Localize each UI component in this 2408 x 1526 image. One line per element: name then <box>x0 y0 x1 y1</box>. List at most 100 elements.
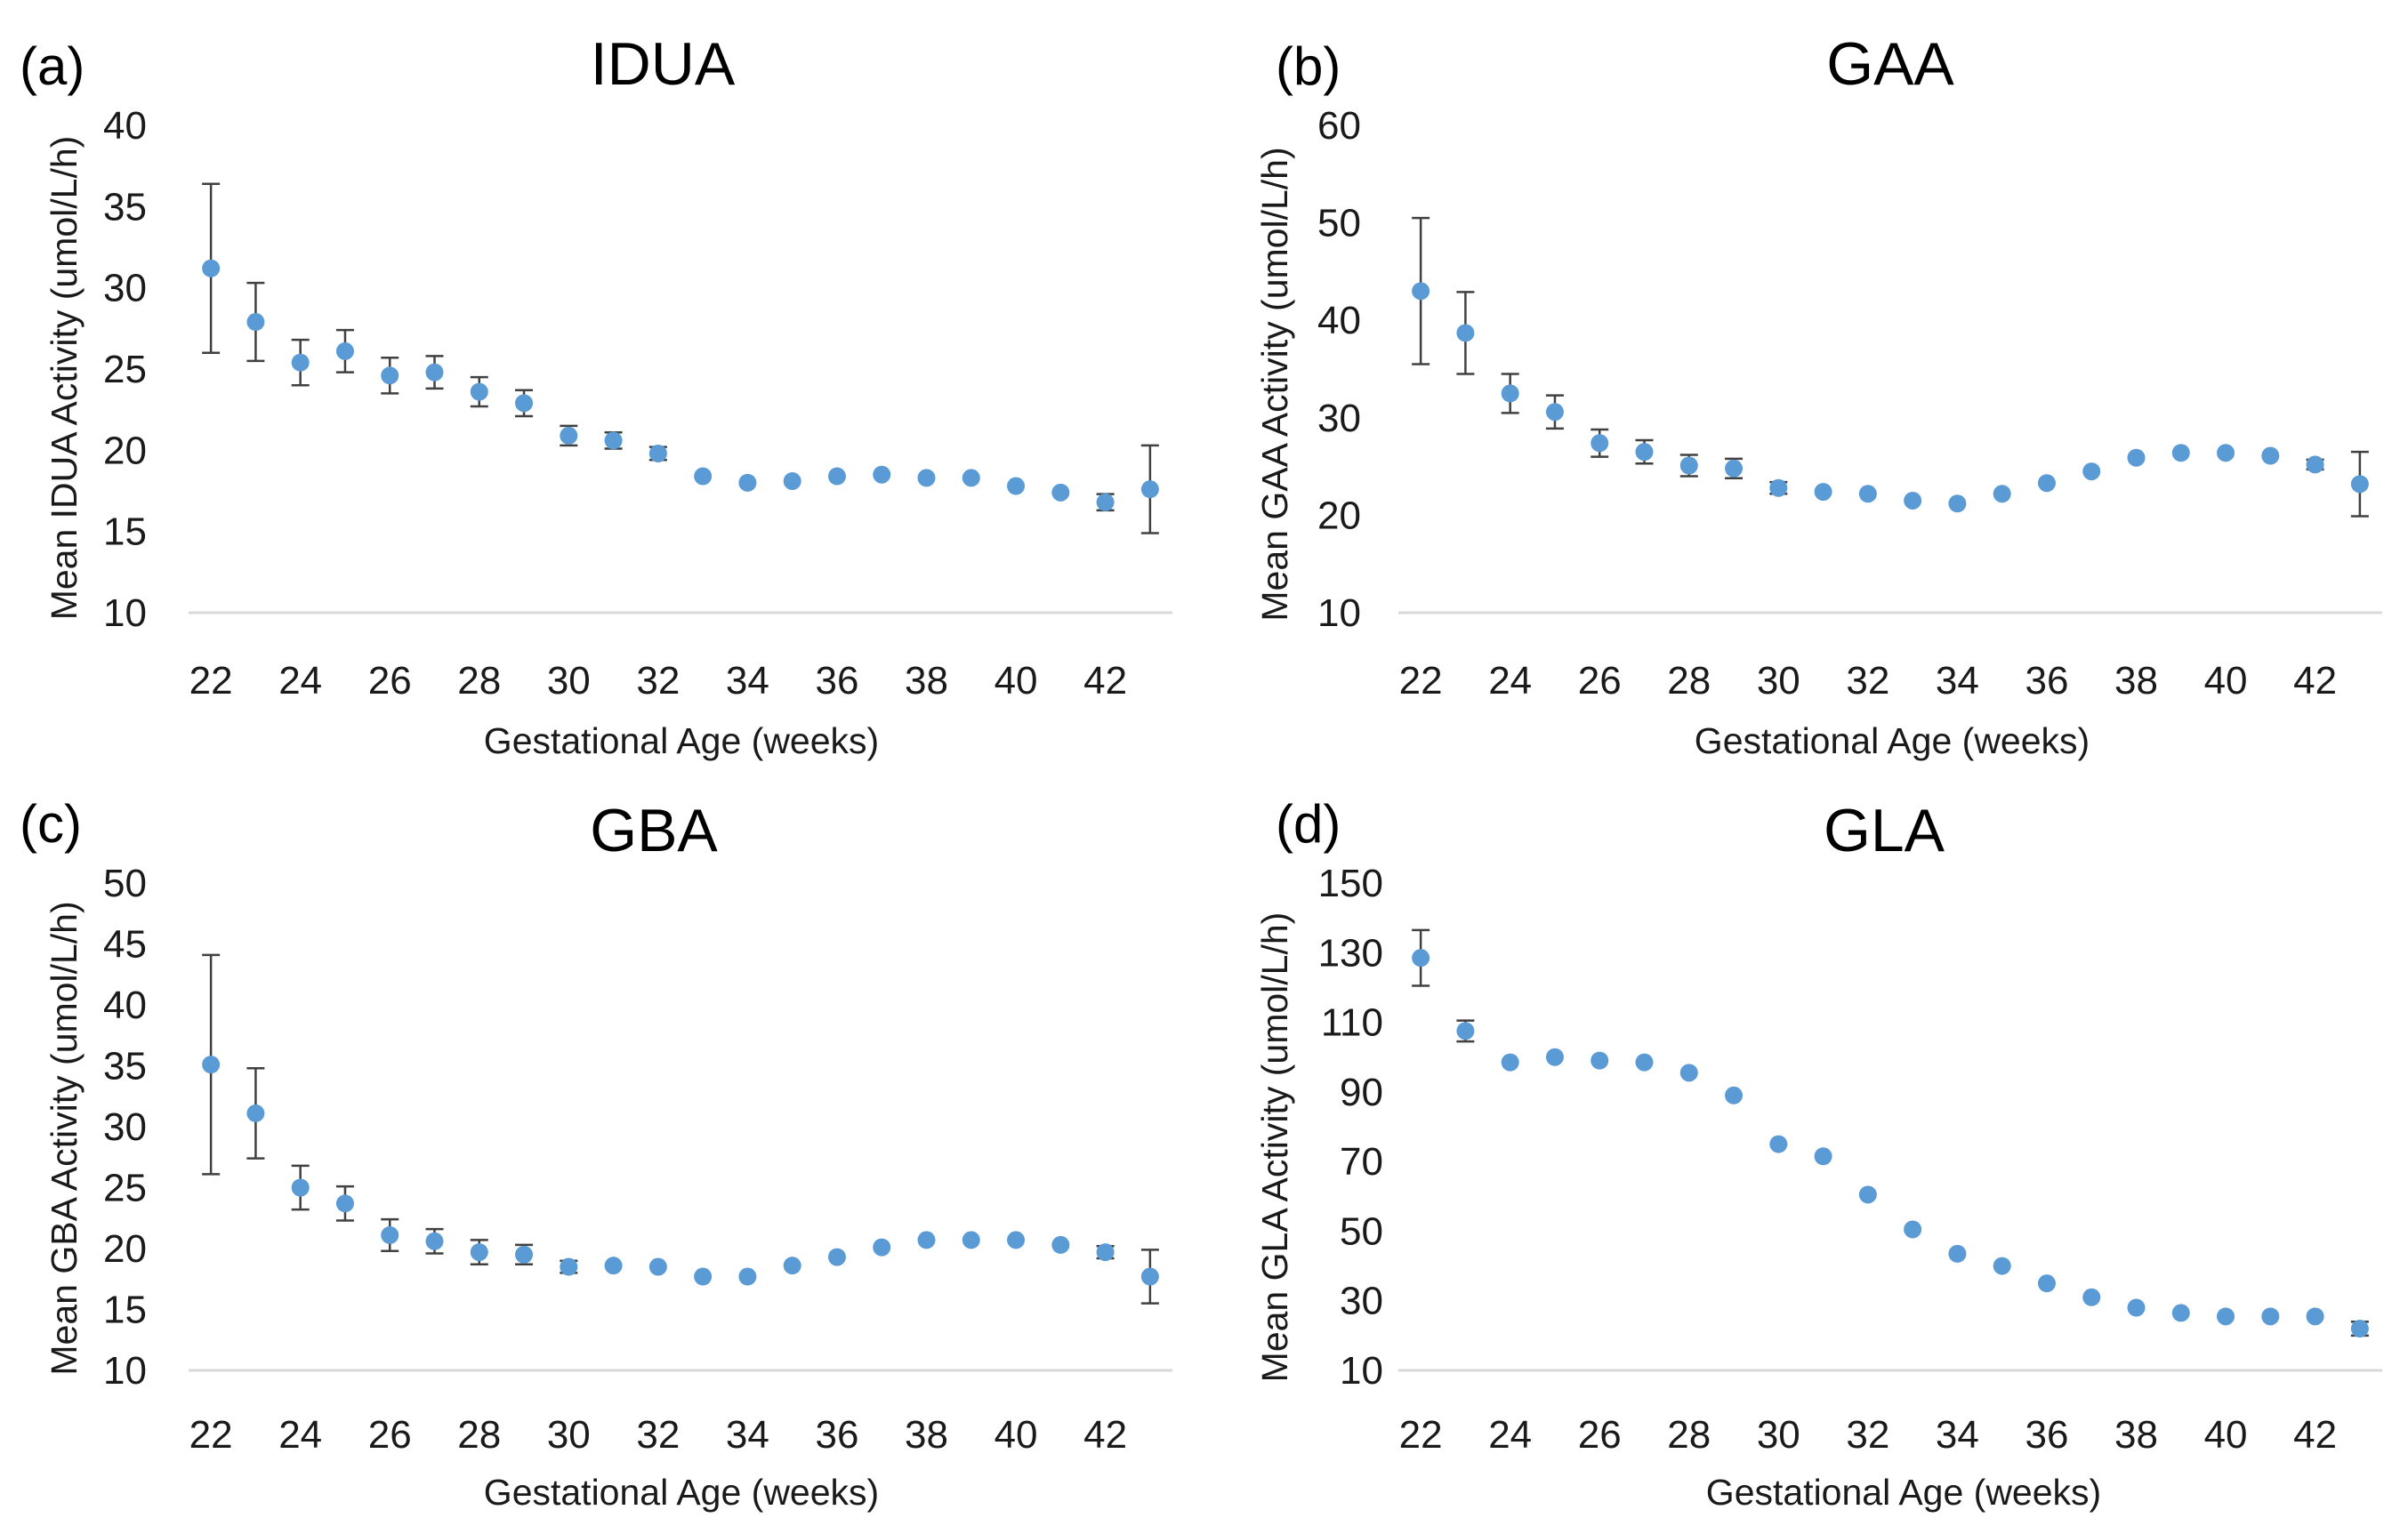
y-tick-label: 50 <box>1317 202 1361 245</box>
x-tick-label: 32 <box>636 1413 680 1457</box>
data-point <box>827 1248 846 1266</box>
data-point <box>1545 403 1564 422</box>
y-tick-label: 10 <box>103 591 147 635</box>
data-point <box>873 1238 891 1257</box>
y-tick-label: 110 <box>1321 1001 1383 1045</box>
data-point <box>291 353 310 372</box>
data-point <box>2350 1320 2369 1338</box>
y-tick-label: 20 <box>103 1227 147 1271</box>
y-tick-label: 20 <box>103 429 147 472</box>
panel-title: GAA <box>1826 30 1954 98</box>
data-point <box>1501 384 1519 403</box>
data-point <box>783 1257 801 1275</box>
data-point <box>335 341 354 360</box>
x-tick-label: 40 <box>2204 1413 2248 1457</box>
y-tick-label: 50 <box>1340 1209 1383 1253</box>
data-point <box>604 431 623 450</box>
data-point <box>1591 1051 1609 1070</box>
data-point <box>2037 1274 2056 1293</box>
x-tick-label: 30 <box>547 659 591 703</box>
panel-gba: (c) GBA Gestational Age (weeks) Mean GBA… <box>20 794 1172 1513</box>
data-point <box>694 467 713 486</box>
y-tick-label: 15 <box>103 1289 147 1332</box>
data-point <box>783 472 801 491</box>
x-tick-label: 22 <box>189 1413 233 1457</box>
x-tick-label: 34 <box>726 1413 769 1457</box>
y-tick-label: 30 <box>1317 397 1361 440</box>
x-tick-label: 42 <box>1083 659 1127 703</box>
x-tick-label: 24 <box>278 659 322 703</box>
data-point <box>1007 1231 1026 1249</box>
panel-idua: (a) IDUA Gestational Age (weeks) Mean ID… <box>20 30 1172 761</box>
data-point <box>738 473 757 492</box>
x-tick-label: 38 <box>2114 659 2158 703</box>
data-point <box>2306 455 2324 474</box>
data-point <box>246 1104 265 1122</box>
y-axis-title: Mean GLA Activity (umol/L/h) <box>1254 912 1295 1383</box>
data-point <box>1545 1048 1564 1066</box>
data-point <box>1948 494 1967 513</box>
data-point <box>1769 478 1788 497</box>
data-point <box>1725 1086 1744 1104</box>
y-axis-title: Mean GBA Activity (umol/L/h) <box>44 901 85 1375</box>
y-tick-label: 150 <box>1318 862 1383 905</box>
y-tick-label: 35 <box>103 185 147 229</box>
data-point <box>335 1194 354 1213</box>
data-point <box>202 259 221 277</box>
y-tick-label: 20 <box>1317 494 1361 537</box>
data-point <box>246 313 265 332</box>
x-tick-label: 36 <box>815 1413 858 1457</box>
data-point <box>962 1231 980 1249</box>
x-tick-label: 24 <box>278 1413 322 1457</box>
data-point <box>1725 459 1744 478</box>
y-tick-label: 130 <box>1318 931 1383 975</box>
panel-label: (a) <box>20 36 85 96</box>
panel-label: (b) <box>1276 36 1341 96</box>
x-tick-label: 28 <box>457 1413 501 1457</box>
data-point <box>2127 448 2146 467</box>
x-tick-label: 26 <box>1578 1413 1622 1457</box>
data-point <box>1096 1243 1115 1262</box>
data-point <box>1140 1267 1159 1286</box>
x-tick-label: 30 <box>547 1413 591 1457</box>
data-point <box>648 444 667 462</box>
data-point <box>2127 1298 2146 1317</box>
x-tick-label: 42 <box>2293 659 2337 703</box>
data-point <box>560 426 578 445</box>
data-point <box>425 1232 444 1250</box>
data-point <box>2350 475 2369 494</box>
x-tick-label: 34 <box>1936 1413 1979 1457</box>
y-tick-label: 30 <box>1340 1280 1383 1323</box>
data-point <box>694 1267 713 1286</box>
y-tick-label: 60 <box>1317 104 1361 148</box>
data-point <box>1635 443 1654 462</box>
x-axis-title: Gestational Age (weeks) <box>484 720 879 761</box>
x-tick-label: 28 <box>1667 1413 1711 1457</box>
y-tick-label: 35 <box>103 1045 147 1088</box>
data-point <box>1904 1220 1922 1239</box>
data-point <box>1769 1135 1788 1153</box>
data-point <box>1993 485 2011 503</box>
x-axis-title: Gestational Age (weeks) <box>1706 1472 2101 1513</box>
data-point <box>2082 462 2101 481</box>
data-point <box>1007 477 1026 495</box>
y-tick-label: 25 <box>103 348 147 391</box>
data-point <box>1948 1244 1967 1263</box>
x-tick-label: 30 <box>1757 659 1800 703</box>
x-tick-label: 36 <box>815 659 858 703</box>
y-tick-label: 45 <box>103 923 147 967</box>
data-point <box>2261 1307 2280 1326</box>
x-axis-title: Gestational Age (weeks) <box>484 1472 879 1513</box>
data-point <box>917 1231 936 1249</box>
x-tick-label: 40 <box>2204 659 2248 703</box>
x-tick-label: 40 <box>995 659 1038 703</box>
data-point <box>604 1257 623 1275</box>
data-point <box>1096 493 1115 511</box>
data-point <box>381 366 399 385</box>
x-tick-label: 32 <box>1846 1413 1889 1457</box>
data-point <box>1993 1257 2011 1275</box>
y-tick-label: 25 <box>103 1167 147 1210</box>
x-tick-label: 22 <box>189 659 233 703</box>
x-axis-title: Gestational Age (weeks) <box>1695 720 2090 761</box>
